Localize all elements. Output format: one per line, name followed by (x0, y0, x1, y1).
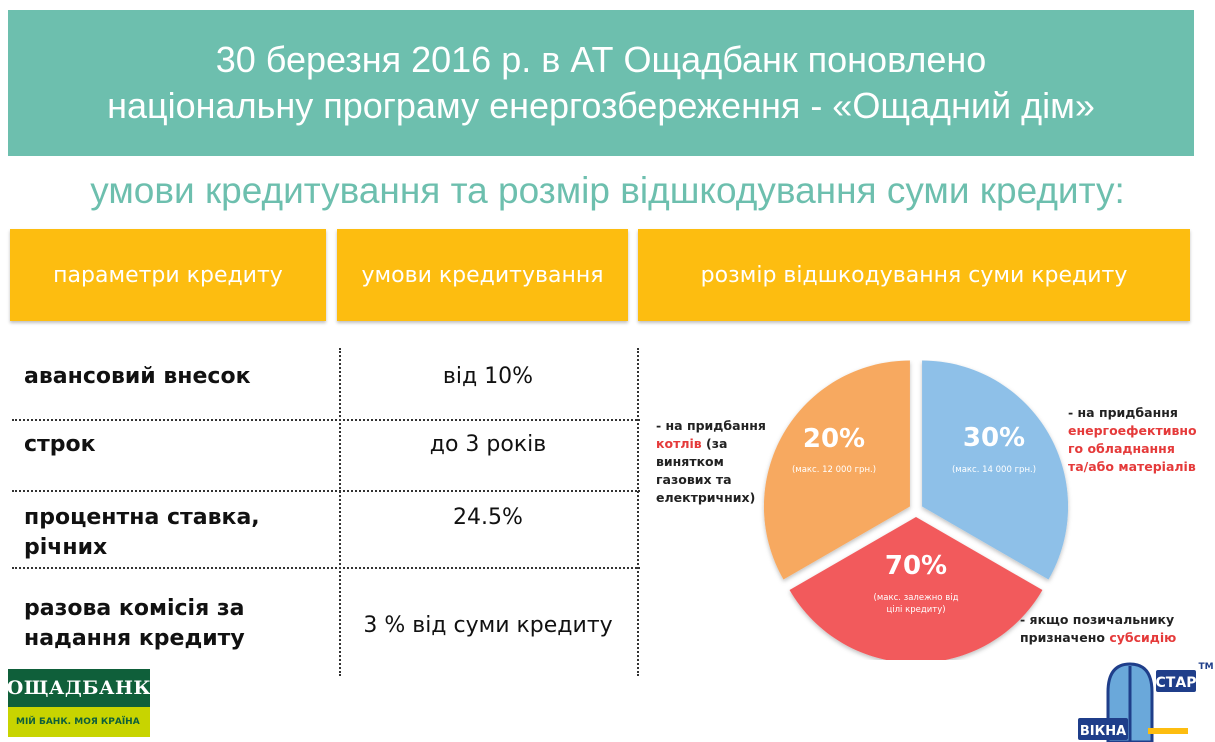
annotation-boilers-line-3: винятком (656, 454, 724, 469)
star-windows-logo-top: СТАР (1156, 675, 1197, 691)
slice-label-20: 20% (803, 424, 865, 454)
pie-slice-20 (763, 360, 910, 580)
oshchadbank-logo-name: ОЩАДБАНК (7, 669, 151, 707)
header-credit-parameters-label: параметри кредиту (53, 262, 283, 288)
row-label-term: строк (24, 432, 96, 457)
row-value-down-payment: від 10% (442, 364, 534, 389)
header-compensation: розмір відшкодування суми кредиту (638, 229, 1190, 321)
header-credit-terms: умови кредитування (337, 229, 628, 321)
annotation-subsidy-highlight: субсидію (1109, 630, 1177, 645)
slice-note-70-line-1: (макс. залежно від (874, 593, 959, 603)
table-divider-vertical-1 (339, 348, 341, 676)
annotation-subsidy-line-2-text: призначено (1020, 630, 1110, 645)
table-divider-vertical-2 (637, 348, 639, 676)
row-label-interest-rate-line-1: процентна ставка, (24, 505, 260, 530)
row-label-down-payment: авансовий внесок (24, 364, 251, 389)
row-value-term: до 3 років (429, 432, 547, 457)
row-value-interest-rate: 24.5% (453, 505, 523, 530)
compensation-pie-chart: 20% (макс. 12 000 грн.) 30% (макс. 14 00… (763, 360, 1069, 660)
row-label-interest-rate: процентна ставка, річних (24, 503, 260, 563)
annotation-equipment-line-2: енергоефективно (1068, 423, 1197, 438)
annotation-boilers-line-5: електричних) (656, 490, 756, 505)
row-label-commission-line-2: надання кредиту (24, 626, 245, 651)
row-label-interest-rate-line-2: річних (24, 535, 108, 560)
slice-note-30: (макс. 14 000 грн.) (952, 465, 1036, 475)
pie-slice-30 (922, 360, 1069, 580)
table-divider-3 (12, 567, 640, 569)
annotation-boilers-highlight: котлів (656, 436, 702, 451)
row-label-commission: разова комісія за надання кредиту (24, 594, 245, 654)
annotation-boilers-line-1: - на придбання (656, 418, 766, 433)
star-windows-logo-bottom: ВІКНА (1080, 724, 1126, 739)
header-compensation-label: розмір відшкодування суми кредиту (700, 262, 1128, 288)
slice-note-20: (макс. 12 000 грн.) (792, 465, 876, 475)
annotation-subsidy: - якщо позичальнику призначено субсидію (1020, 611, 1176, 647)
slice-label-70: 70% (885, 551, 947, 581)
table-divider-1 (12, 419, 640, 421)
banner-line-2: національну програму енергозбереження - … (107, 85, 1095, 126)
table-divider-2 (12, 490, 640, 492)
annotation-equipment-line-1: - на придбання (1068, 405, 1178, 420)
oshchadbank-logo-slogan: МІЙ БАНК. МОЯ КРАЇНА (8, 707, 150, 737)
annotation-boilers-line-4: газових та (656, 472, 732, 487)
slice-note-70-line-2: цілі кредиту) (886, 605, 945, 615)
star-windows-logo: СТАР ВІКНА TM (1078, 662, 1214, 742)
annotation-subsidy-line-1: - якщо позичальнику (1020, 612, 1175, 627)
banner-line-1: 30 березня 2016 р. в АТ Ощадбанк поновле… (215, 39, 987, 80)
annotation-equipment-line-3: го обладнання (1068, 441, 1175, 456)
slice-label-30: 30% (963, 423, 1025, 453)
annotation-boilers: - на придбання котлів (за винятком газов… (656, 417, 766, 507)
star-windows-logo-tm: TM (1198, 662, 1213, 672)
annotation-boilers-line-2: котлів (за (656, 435, 766, 453)
annotation-equipment-line-4: та/або матеріалів (1068, 459, 1196, 474)
annotation-equipment: - на придбання енергоефективно го обладн… (1068, 404, 1197, 476)
annotation-subsidy-line-2: призначено субсидію (1020, 629, 1176, 647)
subtitle: умови кредитування та розмір відшкодуван… (90, 170, 1125, 211)
header-credit-parameters: параметри кредиту (10, 229, 326, 321)
pie-slice-70 (789, 517, 1043, 660)
title-banner: 30 березня 2016 р. в АТ Ощадбанк поновле… (8, 10, 1194, 156)
row-value-commission: 3 % від суми кредиту (363, 613, 613, 638)
oshchadbank-logo: ОЩАДБАНК МІЙ БАНК. МОЯ КРАЇНА (7, 669, 151, 737)
annotation-boilers-line-2-rest: (за (701, 436, 728, 451)
header-credit-terms-label: умови кредитування (361, 262, 604, 288)
row-label-commission-line-1: разова комісія за (24, 596, 245, 621)
